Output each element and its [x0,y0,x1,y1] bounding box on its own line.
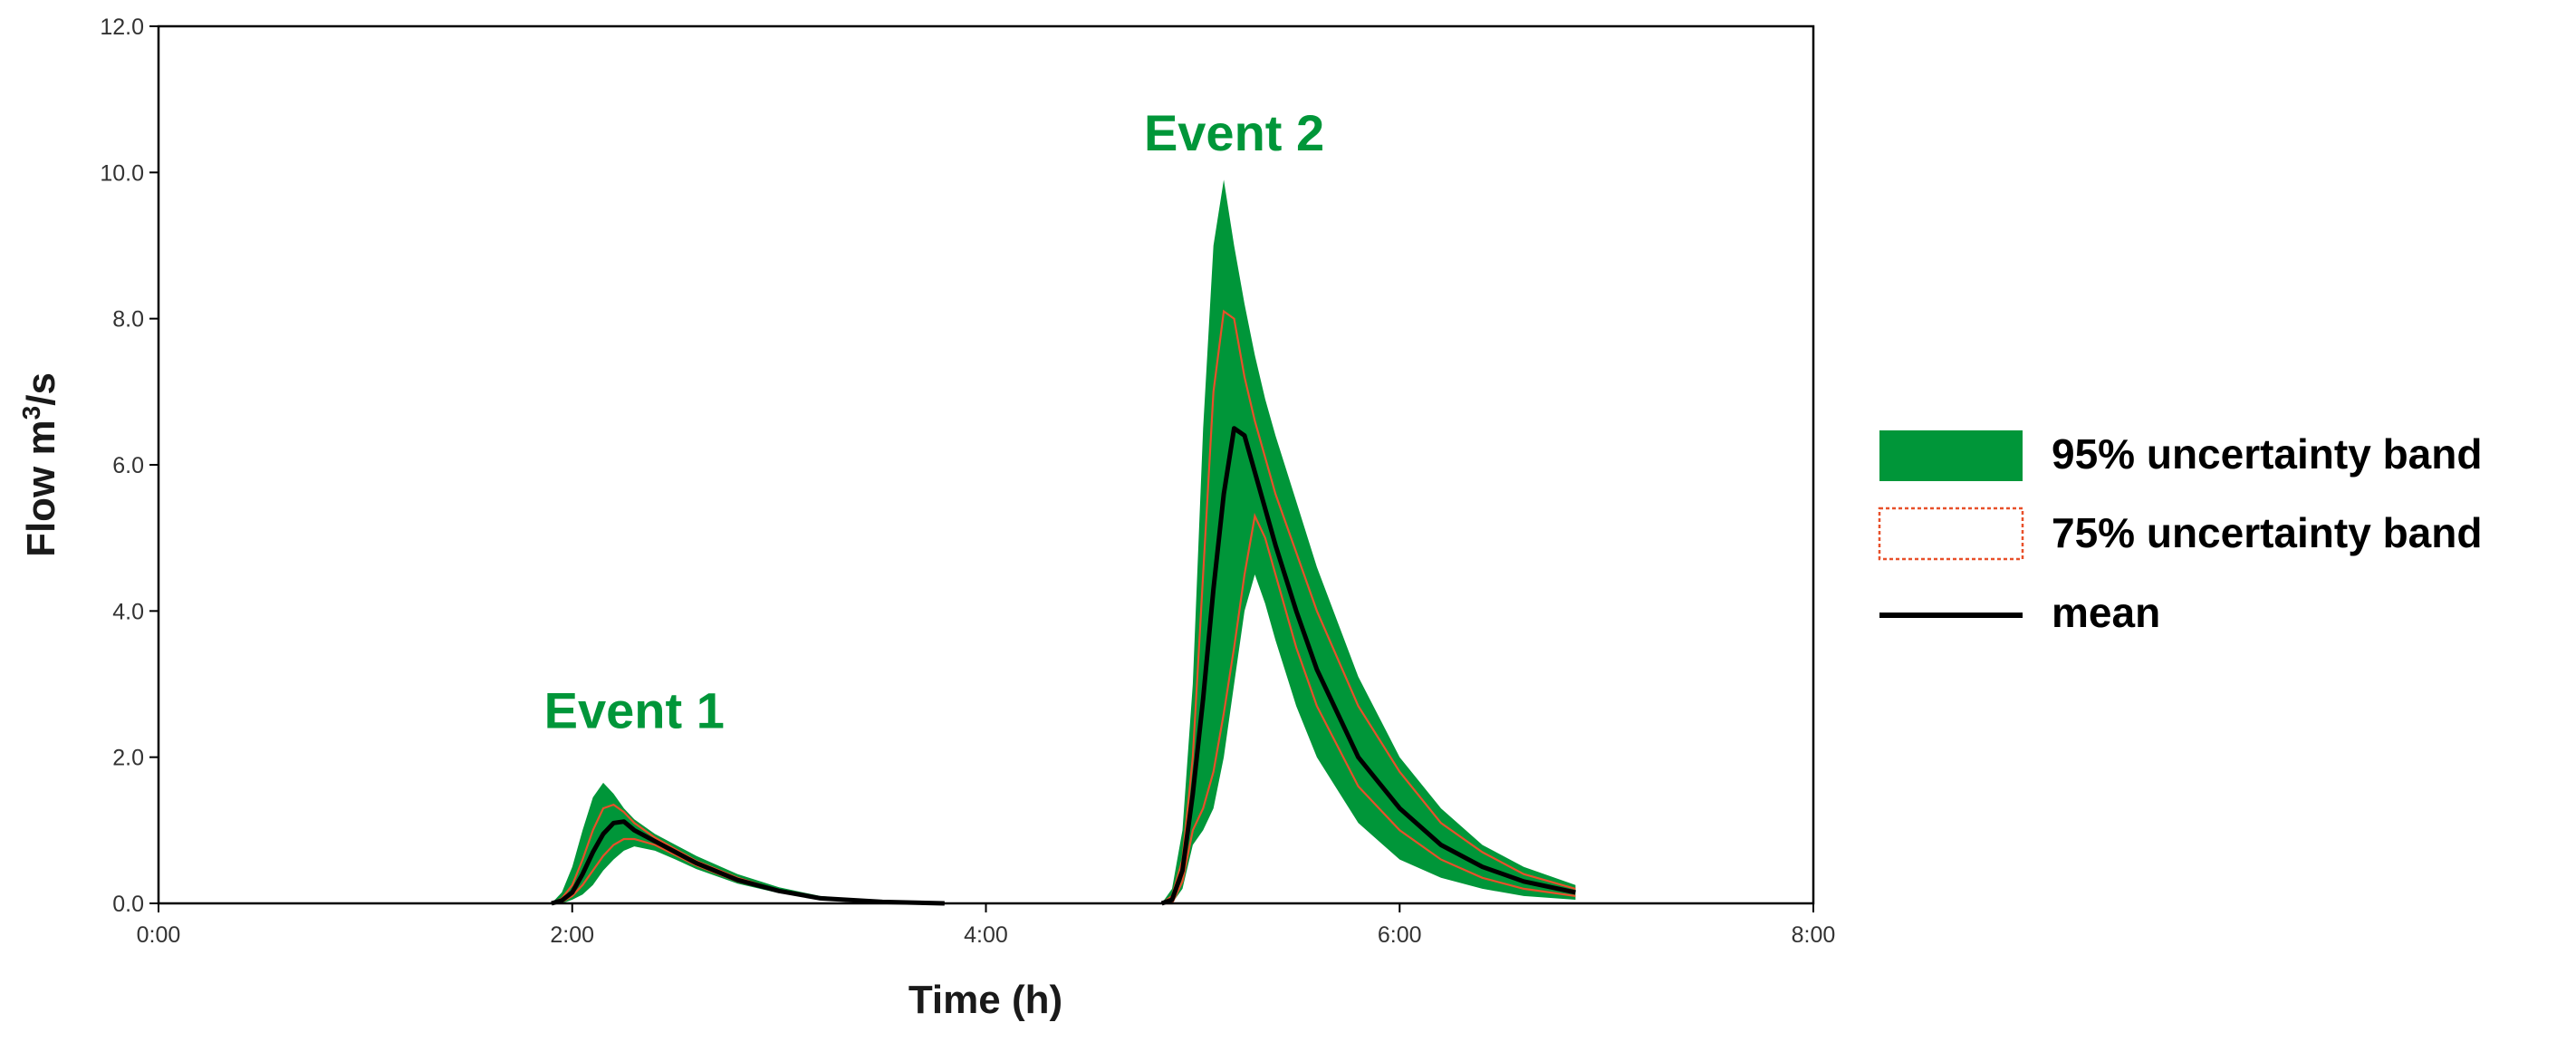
legend-label-mean: mean [2052,589,2160,636]
y-axis-title-main: Flow m [19,420,63,557]
event2-mean-line [1160,426,1576,906]
x-tick-label: 8:00 [1792,922,1836,948]
legend-swatch-75 [1878,507,2024,561]
y-axis-title: Flow m3/s [17,372,63,557]
legend-swatch-95 [1879,430,2023,481]
legend-label-95: 95% uncertainty band [2052,430,2482,478]
y-tick-label: 10.0 [100,160,144,186]
y-tick-label: 8.0 [112,307,144,333]
x-axis-title: Time (h) [908,978,1062,1022]
event2-band-95 [1161,179,1576,903]
event1-annotation: Event 1 [544,681,725,738]
legend: 95% uncertainty band 75% uncertainty ban… [1878,430,2482,636]
plot-frame [157,24,1815,905]
event2-band-75-upper [1160,309,1576,904]
x-tick-label: 2:00 [550,922,594,948]
y-axis-title-tail: /s [19,372,63,406]
y-tick-label: 0.0 [112,892,144,917]
y-tick-label: 12.0 [100,14,144,40]
event2-band-75-lower [1161,512,1576,905]
event-annotations: Event 1 Event 2 [544,104,1324,738]
x-tick-label: 0:00 [137,922,181,948]
event1-band-95 [551,782,945,903]
event2-annotation: Event 2 [1144,104,1324,161]
legend-label-75: 75% uncertainty band [2052,509,2482,556]
band-95-layer [551,179,1576,903]
y-tick-label: 2.0 [112,746,144,771]
y-axis-title-superscript: 3 [17,406,45,420]
y-tick-label: 4.0 [112,599,144,624]
x-axis-ticks: 0:00 2:00 4:00 6:00 8:00 [137,903,1836,948]
event1-band-75-lower [551,837,945,905]
x-tick-label: 6:00 [1378,922,1422,948]
event1-mean-line [551,819,945,906]
y-axis-ticks: 0.0 2.0 4.0 6.0 8.0 10.0 12.0 [100,14,159,917]
mean-layer [551,426,1576,906]
y-tick-label: 6.0 [112,453,144,478]
x-tick-label: 4:00 [964,922,1008,948]
